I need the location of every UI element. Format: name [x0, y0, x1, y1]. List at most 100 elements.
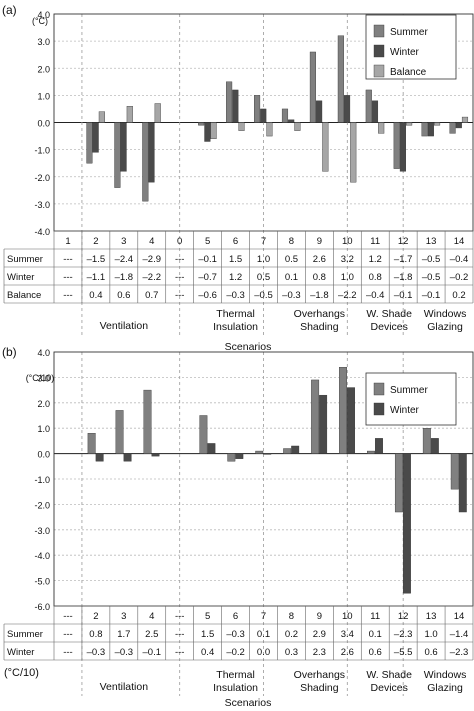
table-cell: –1.5 [87, 254, 106, 265]
unit-label: (°C/10) [26, 373, 55, 383]
table-cell: --- [175, 629, 185, 640]
table-cell: –1.8 [394, 272, 413, 283]
table-cell: –2.2 [338, 290, 357, 301]
table-cell: –0.1 [198, 254, 217, 265]
table-header-cell: 10 [342, 236, 353, 247]
legend-label: Winter [390, 47, 420, 58]
group-label: Thermal [216, 669, 255, 681]
table-cell: –1.7 [394, 254, 413, 265]
table-cell: –0.1 [422, 290, 441, 301]
group-label: Thermal [216, 308, 255, 320]
table-cell: --- [63, 629, 73, 640]
group-label: Windows [424, 308, 467, 320]
table-cell: --- [63, 647, 73, 658]
y-tick-label: 3.0 [37, 373, 50, 383]
table-cell: –1.8 [115, 272, 134, 283]
bar-balance [322, 122, 329, 172]
table-cell: 0.1 [369, 629, 382, 640]
table-header-cell: --- [63, 611, 73, 622]
group-label: Overhangs [294, 669, 345, 681]
y-tick-label: 4.0 [37, 10, 50, 20]
bar-balance [210, 122, 217, 139]
table-cell: –5.5 [394, 647, 413, 658]
table-cell: --- [63, 272, 73, 283]
bar-winter [260, 108, 267, 123]
x-axis-label: Scenarios [225, 341, 272, 353]
table-cell: 0.5 [285, 254, 298, 265]
bar-summer [226, 81, 233, 123]
table-header-cell: 1 [65, 236, 70, 247]
table-cell: 2.3 [313, 647, 326, 658]
table-cell: 0.8 [89, 629, 102, 640]
bar-balance [294, 122, 301, 131]
table-cell: 0.6 [369, 647, 382, 658]
table-cell: –2.3 [394, 629, 413, 640]
bar-winter [430, 438, 439, 454]
table-cell: 3.2 [341, 254, 354, 265]
table-cell: --- [175, 254, 185, 265]
table-cell: –0.5 [422, 272, 441, 283]
group-label: Insulation [213, 682, 258, 694]
group-label: W. Shade [366, 308, 412, 320]
legend-label: Winter [390, 405, 420, 416]
table-cell: –0.3 [226, 629, 245, 640]
bar-summer [114, 122, 121, 188]
table-cell: 0.1 [257, 629, 270, 640]
y-tick-label: -2.0 [34, 173, 50, 183]
table-cell: 1.0 [257, 254, 270, 265]
table-cell: –0.1 [143, 647, 162, 658]
y-tick-label: 2.0 [37, 399, 50, 409]
y-tick-label: 0.0 [37, 119, 50, 129]
table-cell: –0.6 [198, 290, 217, 301]
bar-summer [253, 95, 261, 123]
y-tick-label: -6.0 [34, 602, 50, 612]
legend: Summer Winter Balance [365, 14, 457, 80]
table-header-cell: 11 [370, 611, 380, 622]
table-cell: 1.5 [229, 254, 242, 265]
group-label: Glazing [427, 682, 463, 694]
y-tick-label: 2.0 [37, 64, 50, 74]
group-label: Insulation [213, 321, 258, 333]
bar-summer [394, 453, 403, 513]
legend-label: Summer [390, 385, 428, 396]
legend-swatch [373, 24, 385, 38]
bar-summer [450, 453, 459, 490]
bar-summer [86, 122, 93, 164]
chart-panel-b: (b) (°C/10) 4.0 3.0 2.0 1.0 0.0 -1.0 -2.0 -3.0 -4.… [2, 345, 474, 709]
bar-summer [339, 367, 347, 454]
panel-label: (a) [2, 3, 17, 17]
table-cell: –0.3 [226, 290, 245, 301]
group-label: W. Shade [366, 669, 412, 681]
bar-summer [281, 108, 289, 123]
group-label: Ventilation [100, 681, 149, 693]
table-cell: –0.5 [254, 290, 273, 301]
table-cell: --- [175, 290, 185, 301]
y-tick-label: -1.0 [34, 146, 50, 156]
table-cell: –0.3 [282, 290, 301, 301]
table-header-cell: 11 [370, 236, 380, 247]
table-cell: –0.4 [366, 290, 385, 301]
y-tick-label: -1.0 [34, 475, 50, 485]
table-cell: 0.6 [117, 290, 130, 301]
bar-summer [227, 453, 236, 462]
table-cell: –0.3 [115, 647, 134, 658]
bar-balance [154, 103, 161, 123]
legend: Summer Winter [365, 372, 457, 426]
table-cell: 0.1 [285, 272, 298, 283]
table-cell: --- [63, 254, 73, 265]
bar-winter [204, 122, 211, 142]
bar-balance [98, 111, 105, 123]
table-header-cell: 4 [149, 611, 154, 622]
table-cell: 2.6 [313, 254, 326, 265]
bar-winter [316, 100, 323, 123]
bar-winter [344, 95, 351, 123]
table-cell: 0.7 [145, 290, 158, 301]
y-tick-label: -5.0 [34, 577, 50, 587]
bar-winter [95, 453, 104, 462]
bar-summer [199, 415, 208, 454]
y-tick-label: -4.0 [34, 551, 50, 561]
table-cell: 0.4 [89, 290, 102, 301]
table-cell: --- [175, 647, 185, 658]
table-row-label: Summer [7, 254, 43, 265]
